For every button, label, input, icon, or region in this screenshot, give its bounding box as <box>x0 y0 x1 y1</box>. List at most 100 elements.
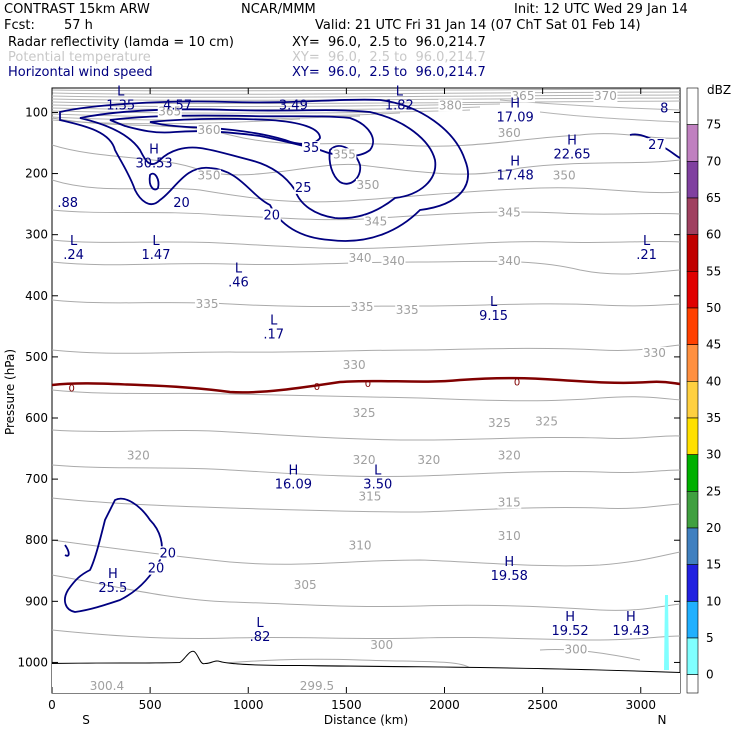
theta-label: 350 <box>553 169 576 183</box>
init-time: Init: 12 UTC Wed 29 Jan 14 <box>514 2 688 17</box>
extremum-marker: L <box>70 234 78 249</box>
extremum-marker: L <box>374 463 382 478</box>
extremum-marker: H <box>565 610 575 625</box>
theta-label: 320 <box>353 453 376 467</box>
theta-label: 320 <box>498 449 521 463</box>
wind-label-bg <box>147 561 166 575</box>
theta-label-bg <box>497 206 522 219</box>
theta-label: 335 <box>351 300 374 314</box>
x-tick-label: 0 <box>48 698 56 712</box>
extremum-value: .46 <box>228 276 249 291</box>
theta-label: 345 <box>364 215 387 229</box>
theta-label: 300 <box>370 638 393 652</box>
y-tick-label: 200 <box>25 167 48 181</box>
theta-label: 335 <box>396 303 419 317</box>
y-tick-label: 900 <box>25 594 48 608</box>
x-tick-label: 1000 <box>233 698 264 712</box>
theta-label-bg <box>352 406 377 419</box>
x-tick-label: 1500 <box>331 698 362 712</box>
theta-label-bg <box>195 298 220 310</box>
theta-label: 325 <box>488 416 511 430</box>
theta-label-bg <box>552 169 577 182</box>
theta-label: 340 <box>498 254 521 268</box>
extremum-marker: L <box>490 295 498 310</box>
extremum-marker: H <box>108 567 118 582</box>
theta-label: 350 <box>198 169 221 183</box>
colorbar-level-label: 55 <box>706 264 721 278</box>
extremum-marker: L <box>396 84 404 99</box>
theta-label-bg <box>497 126 522 139</box>
extremum-value: .21 <box>636 248 657 263</box>
colorbar-level-label: 5 <box>706 631 714 645</box>
extremum-marker: H <box>288 463 298 478</box>
theta-label: 360 <box>198 123 221 137</box>
theta-label: 300.4 <box>90 679 124 693</box>
colorbar-swatch <box>686 124 699 162</box>
colorbar-swatch <box>686 527 699 565</box>
colorbar-swatch <box>686 381 699 419</box>
extremum-value: 1.35 <box>106 98 135 113</box>
theta-label-bg <box>563 643 588 656</box>
reflectivity-echo <box>664 595 669 670</box>
colorbar-swatch <box>686 601 699 639</box>
colorbar-level-label: 0 <box>706 668 714 682</box>
org-label: NCAR/MMM <box>241 2 316 17</box>
field-theta-xy: XY= 96.0, 2.5 to 96.0,214.7 <box>292 50 486 65</box>
theta-label-bg <box>369 639 394 651</box>
extremum-marker: L <box>152 234 160 249</box>
colorbar-swatch <box>686 344 699 382</box>
colorbar-swatch <box>686 234 699 272</box>
theta-label: 340 <box>382 254 405 268</box>
forecast-hours: 57 h <box>64 18 93 33</box>
extremum-value: 19.58 <box>491 569 528 584</box>
colorbar-level-label: 50 <box>706 301 721 315</box>
theta-label-bg <box>332 148 357 161</box>
theta-label-bg <box>487 417 512 430</box>
colorbar-level-label: 35 <box>706 411 721 425</box>
y-tick-label: 400 <box>25 289 48 303</box>
theta-label-bg <box>293 579 318 592</box>
theta-label: 345 <box>498 205 521 219</box>
colorbar-level-label: 70 <box>706 154 721 168</box>
valid-time: Valid: 21 UTC Fri 31 Jan 14 (07 ChT Sat … <box>315 18 641 33</box>
colorbar-level-label: 65 <box>706 191 721 205</box>
field-wind-name: Horizontal wind speed <box>8 65 153 80</box>
theta-label-bg <box>593 90 618 103</box>
theta-label: 315 <box>358 490 381 504</box>
field-reflectivity-name: Radar reflectivity (lamda = 10 cm) <box>8 35 234 50</box>
extremum-marker: H <box>149 142 159 157</box>
colorbar-level-label: 60 <box>706 228 721 242</box>
y-tick-label: 800 <box>25 533 48 547</box>
theta-label-bg <box>438 99 463 112</box>
colorbar-swatch <box>686 161 699 199</box>
theta-label: 350 <box>357 178 380 192</box>
wind-contour-label: 25 <box>295 181 312 196</box>
field-theta-name: Potential temperature <box>8 50 151 65</box>
extremum-marker: H <box>567 133 577 148</box>
theta-label-bg <box>363 215 388 228</box>
theta-label-bg <box>157 105 182 118</box>
x-tick-label: 3000 <box>625 698 656 712</box>
colorbar-swatch <box>686 454 699 492</box>
theta-label-bg <box>126 449 151 462</box>
extremum-marker: L <box>235 262 243 277</box>
colorbar-level-label: 45 <box>706 338 721 352</box>
theta-label: 355 <box>333 147 356 161</box>
theta-label: 335 <box>196 297 219 311</box>
wind-label-bg <box>158 546 177 560</box>
wind-contour-label: 35 <box>303 141 320 156</box>
y-tick-label: 700 <box>25 472 48 486</box>
below-ground-fill <box>52 651 680 693</box>
extremum-marker: H <box>510 97 520 112</box>
field-reflectivity-xy: XY= 96.0, 2.5 to 96.0,214.7 <box>292 35 486 50</box>
colorbar-swatch <box>686 271 699 309</box>
theta-label: 365 <box>512 89 535 103</box>
colorbar-level-label: 75 <box>706 118 721 132</box>
south-end-label: S <box>82 713 90 727</box>
theta-label-bg <box>381 255 406 268</box>
y-tick-label: 600 <box>25 411 48 425</box>
freezing-label: 0 <box>314 382 320 393</box>
x-axis-title: Distance (km) <box>324 713 408 727</box>
colorbar-swatch <box>686 197 699 235</box>
wind-contour-label: 20 <box>160 546 177 561</box>
